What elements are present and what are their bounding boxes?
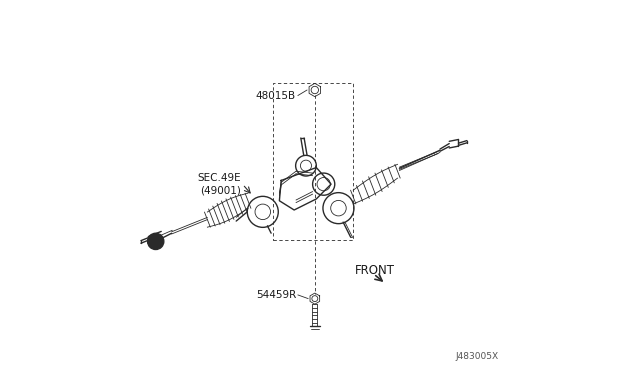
- Text: FRONT: FRONT: [355, 264, 395, 277]
- Text: 54459R: 54459R: [256, 290, 296, 300]
- Text: SEC.49E
(49001): SEC.49E (49001): [197, 173, 241, 195]
- Text: J483005X: J483005X: [456, 352, 499, 361]
- Text: 48015B: 48015B: [256, 90, 296, 100]
- Circle shape: [148, 233, 164, 250]
